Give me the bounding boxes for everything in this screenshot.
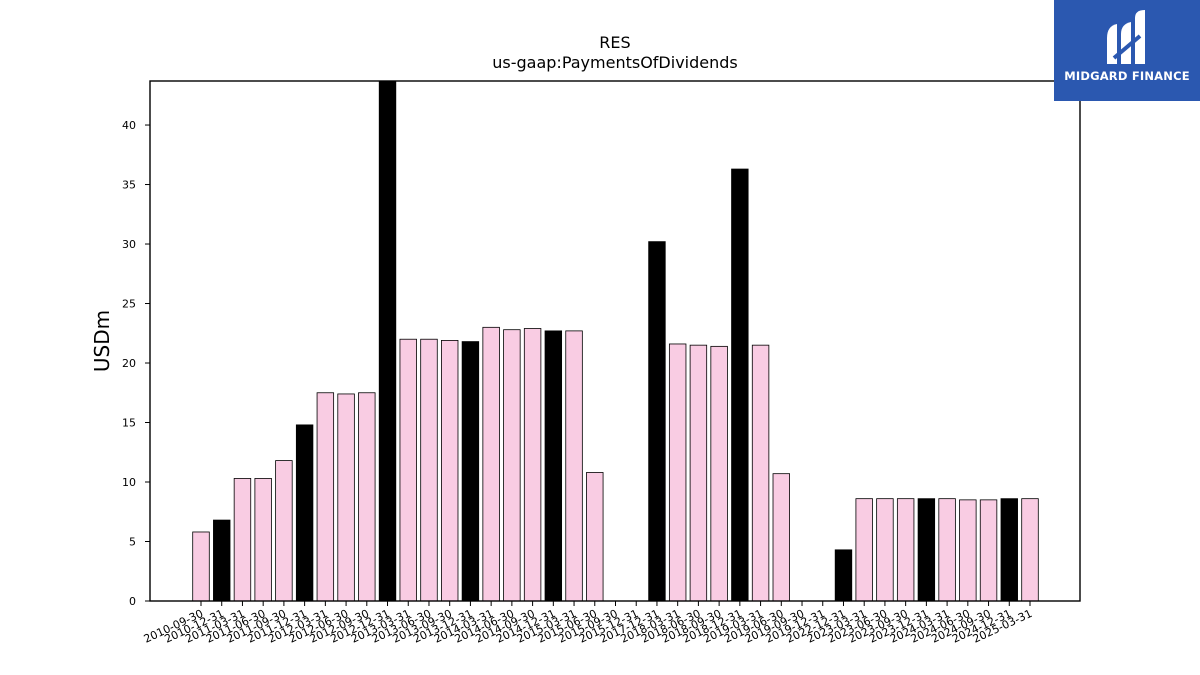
- bar-2017-12-31: [648, 241, 666, 602]
- bar-2015-03-31: [565, 330, 583, 602]
- bar-2010-12-31: [213, 519, 231, 602]
- bar-2014-03-31: [482, 326, 500, 602]
- bar-2024-09-30: [979, 499, 998, 602]
- brand-name: MIDGARD FINANCE: [1064, 69, 1190, 83]
- bar-2013-03-31: [399, 338, 417, 602]
- y-tick-label: 0: [129, 595, 136, 608]
- bar-2013-09-30: [441, 340, 459, 602]
- bar-2011-09-30: [275, 460, 293, 602]
- bar-2023-09-30: [896, 498, 915, 602]
- brand-logo: MIDGARD FINANCE: [1054, 0, 1200, 101]
- bar-2012-12-31: [378, 80, 397, 602]
- bar-2023-06-30: [876, 498, 894, 602]
- bar-2024-12-31: [1000, 498, 1018, 602]
- chart-title: RES: [599, 33, 630, 52]
- bar-2012-06-30: [337, 393, 355, 602]
- y-tick-label: 25: [122, 298, 136, 311]
- bar-2022-12-31: [834, 549, 853, 602]
- bar-2019-06-30: [772, 473, 790, 602]
- bar-2018-09-30: [710, 345, 728, 602]
- chart-subtitle: us-gaap:PaymentsOfDividends: [492, 53, 737, 72]
- bar-2015-06-30: [586, 472, 604, 602]
- bar-2018-03-31: [668, 343, 687, 602]
- bar-2013-12-31: [461, 341, 480, 602]
- x-axis-ticks: 2010-09-302010-12-312011-03-312011-06-30…: [142, 601, 1034, 646]
- y-tick-label: 20: [122, 357, 136, 370]
- bar-2018-12-31: [731, 168, 749, 602]
- plot-frame: [149, 80, 1081, 602]
- bar-2014-09-30: [523, 328, 542, 602]
- bar-2011-06-30: [254, 478, 272, 602]
- bar-2018-06-30: [689, 344, 708, 602]
- bar-2019-03-31: [751, 344, 770, 602]
- y-tick-label: 10: [122, 476, 136, 489]
- bar-2011-03-31: [233, 478, 252, 602]
- y-tick-label: 40: [122, 119, 136, 132]
- y-tick-label: 5: [129, 536, 136, 549]
- bar-2023-03-31: [855, 498, 873, 602]
- bar-2024-06-30: [959, 499, 977, 602]
- y-tick-label: 35: [122, 179, 136, 192]
- y-tick-label: 30: [122, 238, 136, 251]
- midgard-logo-icon: [1107, 10, 1145, 64]
- bar-2014-06-30: [503, 329, 521, 602]
- bar-2011-12-31: [295, 424, 314, 602]
- bar-2012-03-31: [316, 392, 335, 602]
- bar-2012-09-30: [358, 392, 376, 602]
- y-tick-label: 15: [122, 417, 136, 430]
- y-axis-ticks: 0 5 10 15 20 25 30 35 40: [122, 119, 150, 608]
- bar-2014-12-31: [544, 330, 563, 602]
- bar-2010-09-30: [192, 531, 210, 602]
- bar-2024-03-31: [938, 498, 956, 602]
- y-axis-label: USDm: [90, 310, 114, 372]
- bar-2023-12-31: [917, 498, 936, 602]
- bar-2013-06-30: [420, 338, 438, 602]
- bar-2025-03-31: [1021, 498, 1039, 602]
- bars-group: [192, 80, 1039, 602]
